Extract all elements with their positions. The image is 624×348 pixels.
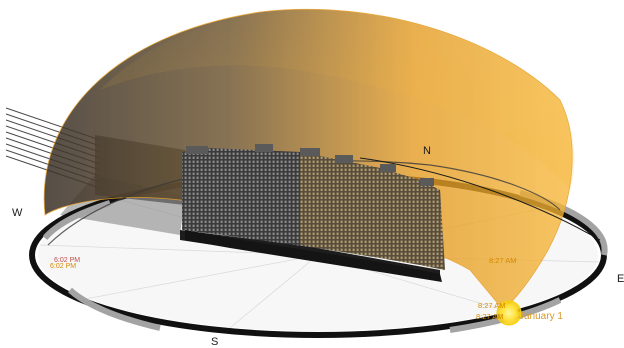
building-model[interactable] bbox=[180, 144, 445, 282]
building-towers bbox=[186, 144, 434, 186]
compass-east: E bbox=[617, 273, 624, 285]
building-lit-facade bbox=[300, 152, 445, 270]
date-label: January 1 bbox=[519, 311, 563, 322]
compass-south: S bbox=[211, 336, 218, 348]
sun-path-inner-arc bbox=[359, 157, 601, 241]
sunrise-time-3: 8:27 AM bbox=[476, 312, 504, 321]
sun-path-arc bbox=[47, 160, 561, 246]
sunrise-time-2: 8:27 AM bbox=[478, 301, 506, 310]
sunrise-time-1: 8:27 AM bbox=[489, 256, 517, 265]
sunset-time-1: 6:02 PM bbox=[54, 257, 80, 264]
building-podium bbox=[185, 230, 442, 282]
compass-north: N bbox=[423, 145, 431, 157]
sunset-time-2: 6:02 PM bbox=[50, 263, 76, 270]
dome-highlight bbox=[100, 11, 575, 190]
compass-west: W bbox=[12, 207, 23, 219]
sun-icon[interactable] bbox=[496, 300, 522, 326]
